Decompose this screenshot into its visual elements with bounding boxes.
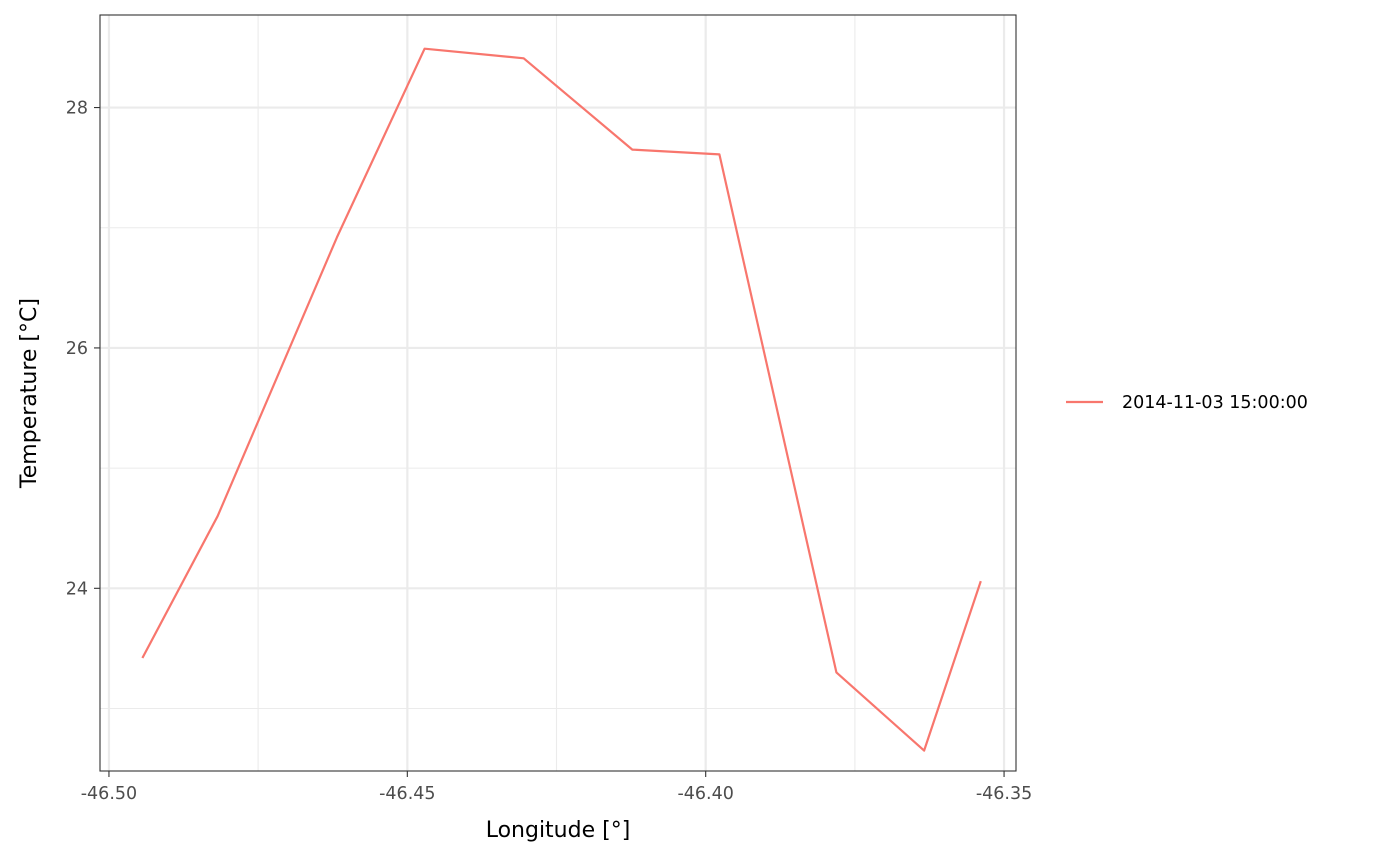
x-axis: -46.50 -46.45 -46.40 -46.35 [81, 771, 1032, 804]
panel-border [99, 14, 1017, 772]
series-line [141, 47, 982, 752]
y-tick-label: 28 [66, 99, 88, 119]
x-tick-label: -46.35 [976, 784, 1032, 804]
y-axis-title: Temperature [°C] [17, 298, 42, 489]
minor-gridlines [100, 15, 1016, 771]
x-axis-title: Longitude [°] [486, 818, 631, 843]
legend-label: 2014-11-03 15:00:00 [1122, 393, 1308, 413]
x-tick-label: -46.40 [677, 784, 733, 804]
legend: 2014-11-03 15:00:00 [1066, 393, 1308, 413]
y-tick-label: 26 [66, 339, 88, 359]
x-tick-label: -46.50 [81, 784, 137, 804]
series-layer [141, 47, 982, 752]
y-axis: 24 26 28 [66, 99, 100, 599]
y-tick-label: 24 [66, 579, 88, 599]
panel-background [100, 15, 1016, 771]
x-tick-label: -46.45 [379, 784, 435, 804]
major-gridlines [100, 15, 1016, 771]
